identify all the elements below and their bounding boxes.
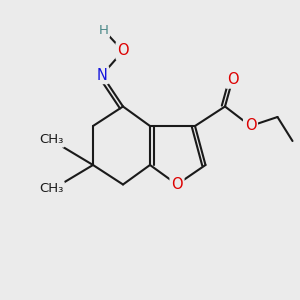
Text: O: O — [245, 118, 256, 134]
Text: H: H — [99, 23, 108, 37]
Text: O: O — [117, 44, 129, 59]
Text: O: O — [171, 177, 183, 192]
Text: CH₃: CH₃ — [39, 133, 63, 146]
Text: CH₃: CH₃ — [39, 182, 63, 196]
Text: N: N — [97, 68, 107, 82]
Text: O: O — [227, 72, 238, 87]
